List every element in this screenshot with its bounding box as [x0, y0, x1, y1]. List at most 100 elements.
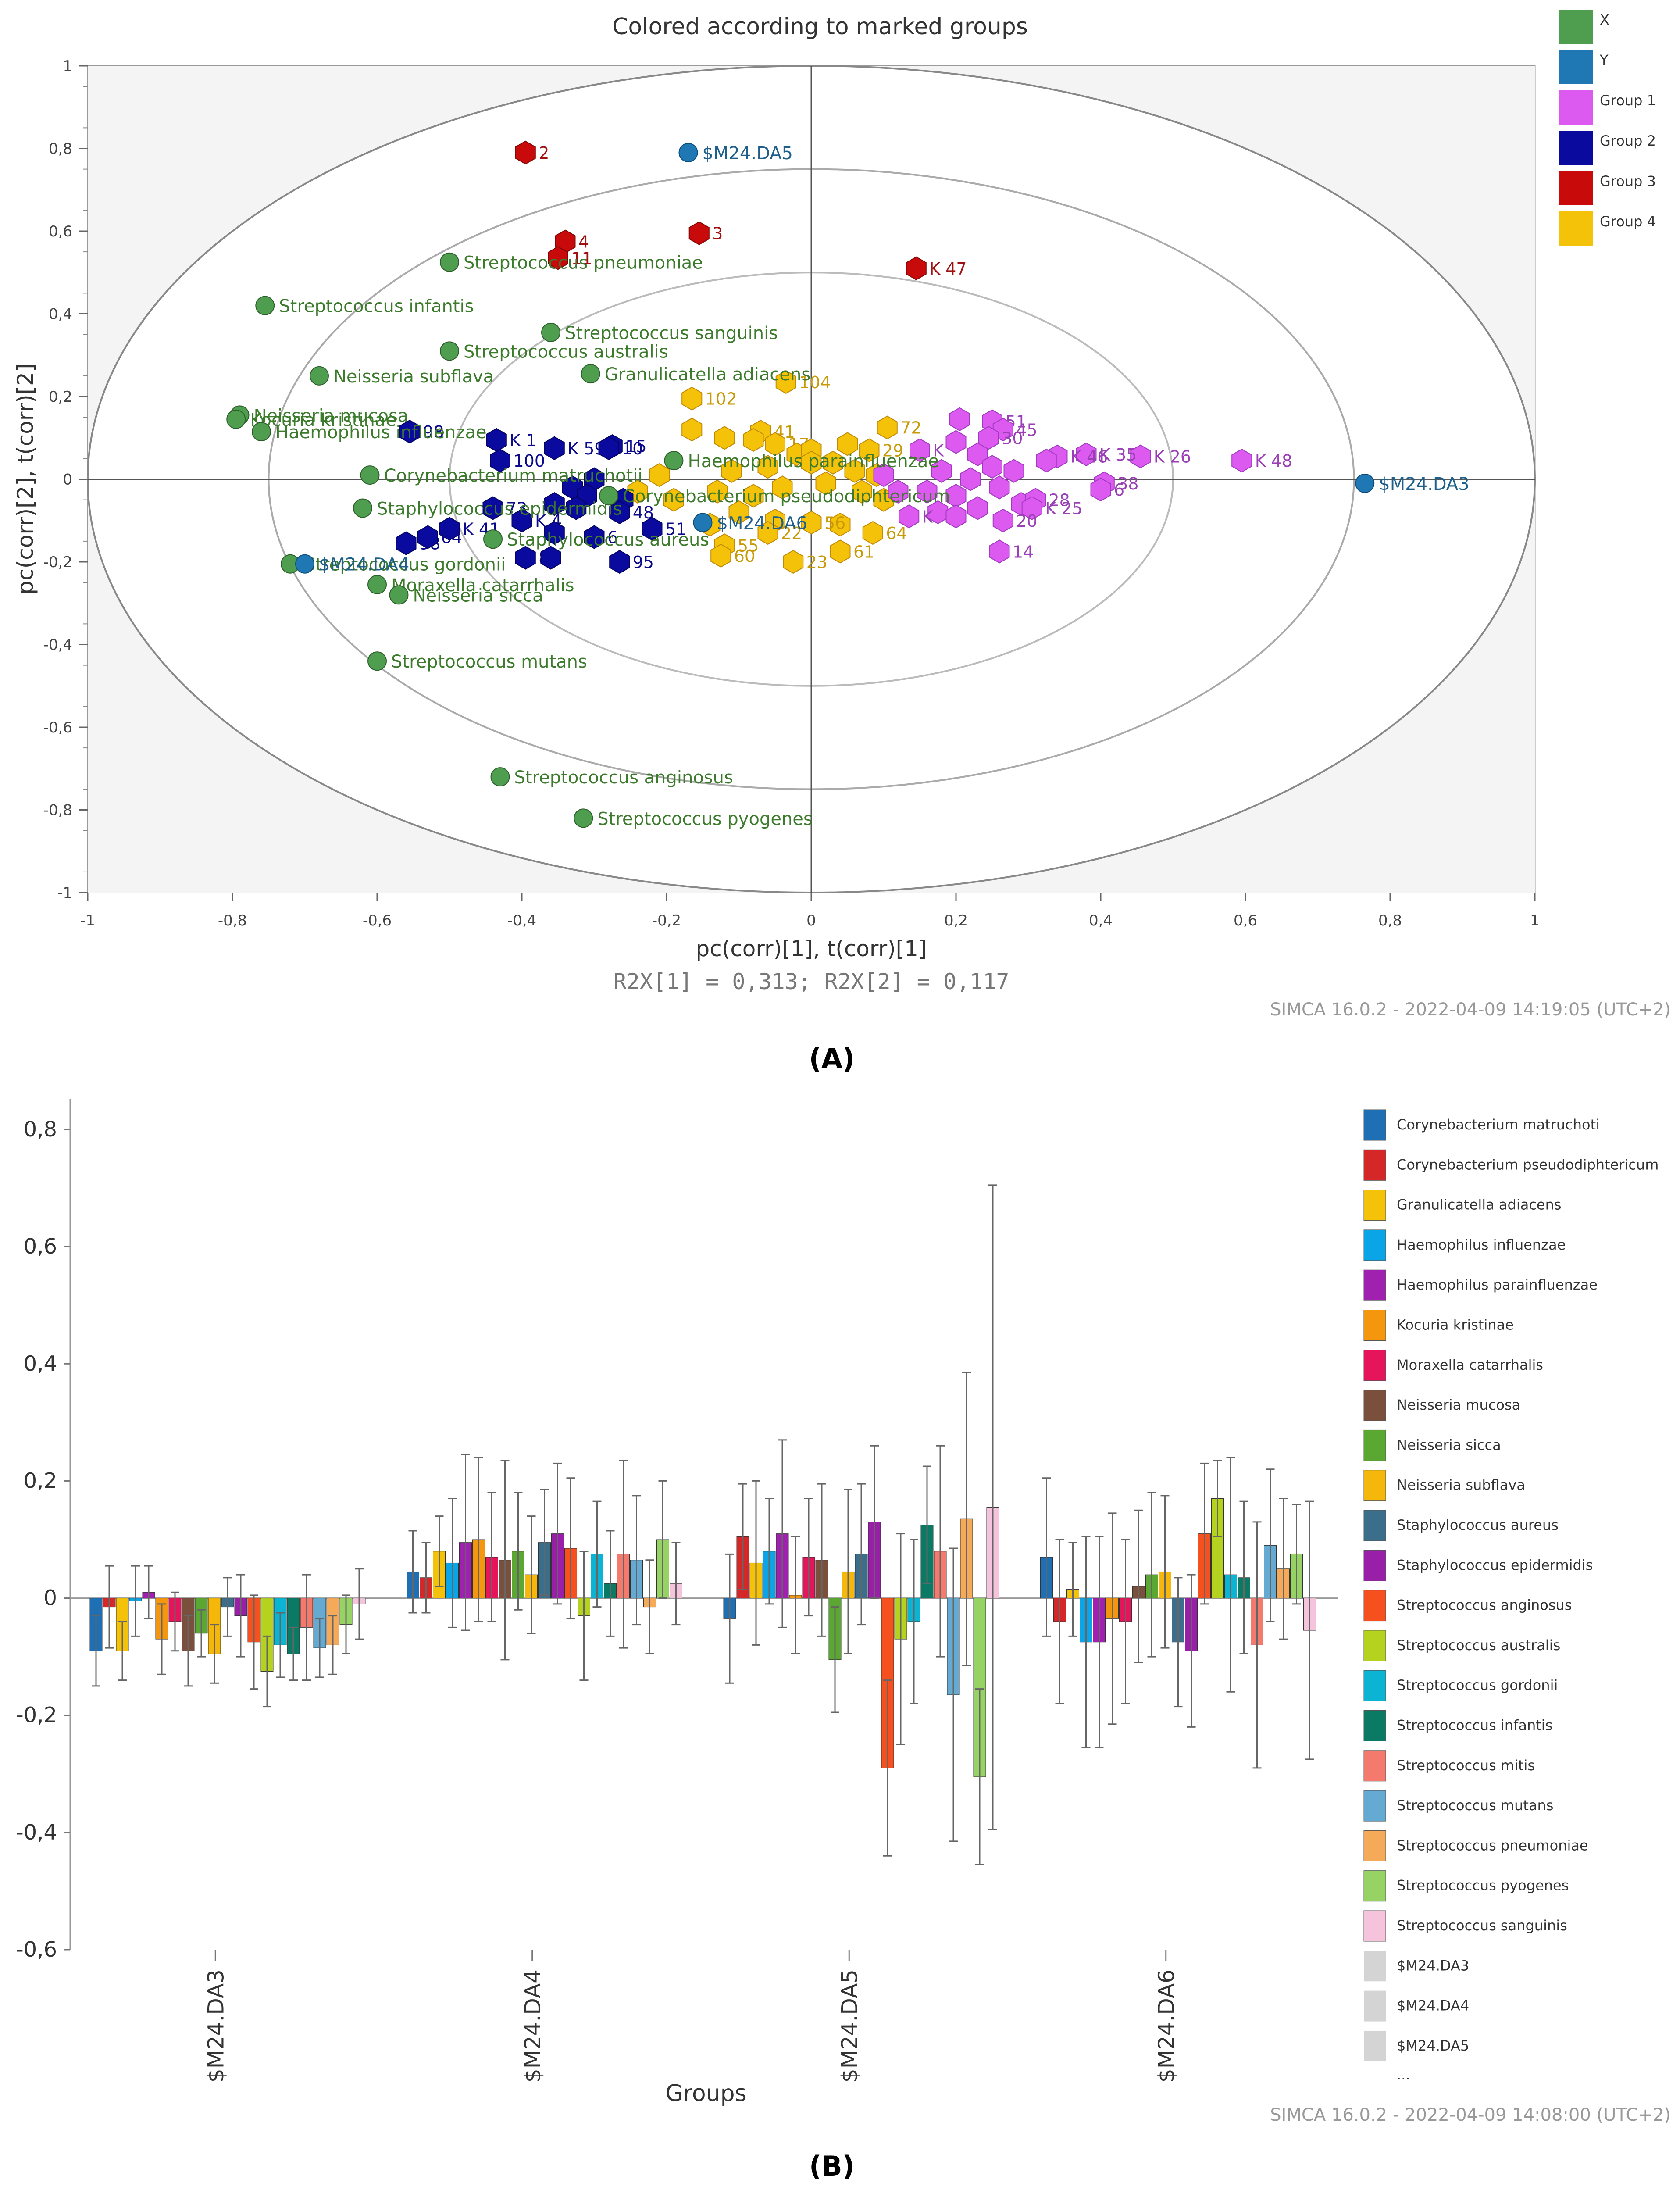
legend-b-swatch: [1363, 1790, 1386, 1822]
group4-point: [830, 513, 851, 537]
x-variable-point: [310, 366, 329, 386]
x-variable-label: Streptococcus gordonii: [304, 555, 506, 575]
group4-label: 22: [781, 524, 802, 543]
group1-point: [931, 459, 952, 483]
b-y-tick-label: 0,8: [24, 1117, 57, 1142]
group4-point: [707, 479, 728, 504]
b-y-tick-label: -0,6: [16, 1937, 57, 1962]
group3-label: 11: [571, 249, 592, 268]
x-variable-label: Neisseria mucosa: [254, 406, 409, 426]
x-variable-label: Streptococcus mutans: [391, 652, 587, 672]
group1-point: [927, 500, 949, 525]
group2-point: [609, 500, 630, 525]
x-tick-label: 0: [806, 912, 816, 929]
y-tick-label: 0,8: [49, 140, 72, 158]
legend-b-swatch: [1363, 1350, 1386, 1381]
b-x-tick-label: $M24.DA6: [1154, 1969, 1179, 2083]
legend-b-label: Staphylococcus aureus: [1397, 1517, 1559, 1533]
group1-point: [949, 407, 970, 431]
legend-b-swatch: [1363, 1630, 1386, 1661]
group1-point: [945, 430, 967, 454]
legend-b-label-extra: ...: [1397, 2066, 1410, 2083]
legend-b-label: Neisseria subflava: [1397, 1477, 1525, 1493]
chart-a-footer: SIMCA 16.0.2 - 2022-04-09 14:19:05 (UTC+…: [1270, 1000, 1671, 1020]
x-variable-point: [367, 651, 387, 671]
legend-b-swatch-extra: [1364, 2030, 1386, 2061]
legend-b: Corynebacterium matruchoti Corynebacteriu…: [1363, 1109, 1659, 2083]
group3-point: [906, 256, 927, 280]
legend-a-swatch: [1559, 90, 1593, 125]
x-tick-label: -0,8: [218, 912, 247, 929]
legend-b-label: Streptococcus australis: [1397, 1637, 1560, 1654]
group2-label: 15: [625, 437, 646, 456]
y-tick-label: -1: [57, 884, 72, 902]
legend-a-swatch: [1559, 10, 1593, 44]
group2-point: [584, 525, 605, 549]
legend-b-label-extra: $M24.DA3: [1397, 1957, 1469, 1974]
x-variable-label: Streptococcus pyogenes: [597, 809, 813, 829]
legend-a-label: Group 1: [1600, 92, 1656, 109]
axes-a: -1 -0,8 -0,6 -0,4 -0,2 0 0,2 0,4 0,6 0,8 110,80,60…: [43, 57, 1540, 929]
group4-label: 104: [799, 373, 831, 392]
group4-point: [801, 450, 822, 475]
legend-a-label: Group 4: [1600, 213, 1656, 230]
legend-a-swatch: [1559, 50, 1593, 84]
x-tick-label: -1: [80, 912, 95, 929]
group4-label: 56: [824, 513, 845, 532]
group4-point: [721, 459, 742, 483]
group2-point: [609, 550, 630, 574]
group1-point: [978, 426, 999, 450]
bar-series: [89, 1184, 1316, 1865]
x-variable-label: Moraxella catarrhalis: [391, 575, 574, 596]
legend-b-label: Haemophilus influenzae: [1397, 1236, 1566, 1253]
legend-b-label: Streptococcus sanguinis: [1397, 1917, 1567, 1934]
group1-point: [992, 508, 1013, 532]
group2-point: [642, 517, 663, 541]
x-variable-point: [252, 422, 271, 442]
legend-a-label: Group 2: [1600, 132, 1656, 149]
chart-a-xlabel: pc(corr)[1], t(corr)[1]: [696, 936, 927, 961]
legend-b-label-extra: $M24.DA5: [1397, 2037, 1469, 2054]
x-variable-label: Neisseria sicca: [413, 586, 543, 606]
x-tick-label: -0,2: [652, 912, 681, 929]
group1-point: [1130, 444, 1151, 468]
group4-point: [681, 418, 703, 442]
x-variable-label: Corynebacterium matruchotii: [384, 466, 643, 486]
group2-point: [482, 496, 503, 520]
group2-point: [399, 419, 420, 444]
group4-label: 60: [734, 547, 755, 566]
y-variable-point: [1355, 473, 1375, 493]
x-variable-point: [541, 322, 560, 342]
legend-b-label: Neisseria mucosa: [1397, 1397, 1520, 1413]
b-y-tick-label: 0,6: [24, 1234, 57, 1259]
group1-label: 6: [1114, 480, 1124, 500]
legend-b-label-extra: $M24.DA4: [1397, 1997, 1469, 2014]
group1-point: [989, 475, 1010, 500]
y-variable-label: $M24.DA5: [703, 143, 793, 164]
b-y-tick-label: -0,2: [16, 1703, 57, 1728]
legend-a-label: X: [1600, 11, 1609, 28]
group4-point: [877, 415, 898, 439]
legend-b-label: Streptococcus pneumoniae: [1397, 1837, 1588, 1854]
legend-b-swatch: [1363, 1830, 1386, 1861]
x-variable-label: Granulicatella adiacens: [605, 364, 810, 385]
x-variable-point: [490, 767, 510, 787]
group4-point: [757, 521, 778, 545]
group1-point: [1021, 496, 1042, 520]
chart-b-footer: SIMCA 16.0.2 - 2022-04-09 14:08:00 (UTC+…: [1270, 2105, 1671, 2125]
legend-b-swatch: [1363, 1470, 1386, 1501]
legend-b-label: Corynebacterium pseudodiphtericum: [1397, 1156, 1659, 1173]
legend-b-swatch: [1363, 1190, 1386, 1221]
legend-b-label: Streptococcus pyogenes: [1397, 1877, 1569, 1894]
legend-b-swatch: [1363, 1550, 1386, 1581]
group3-label: 2: [539, 143, 549, 163]
x-variable-label: Streptococcus anginosus: [514, 768, 733, 788]
group1-label: K 26: [1154, 447, 1191, 467]
group1-label: K 25: [1045, 499, 1082, 518]
group4-point: [801, 511, 822, 535]
group4-label: 55: [738, 536, 759, 555]
x-variable-point: [389, 585, 409, 605]
group1-point: [873, 463, 894, 487]
legend-a-swatch: [1559, 211, 1593, 246]
group4-point: [714, 426, 735, 450]
